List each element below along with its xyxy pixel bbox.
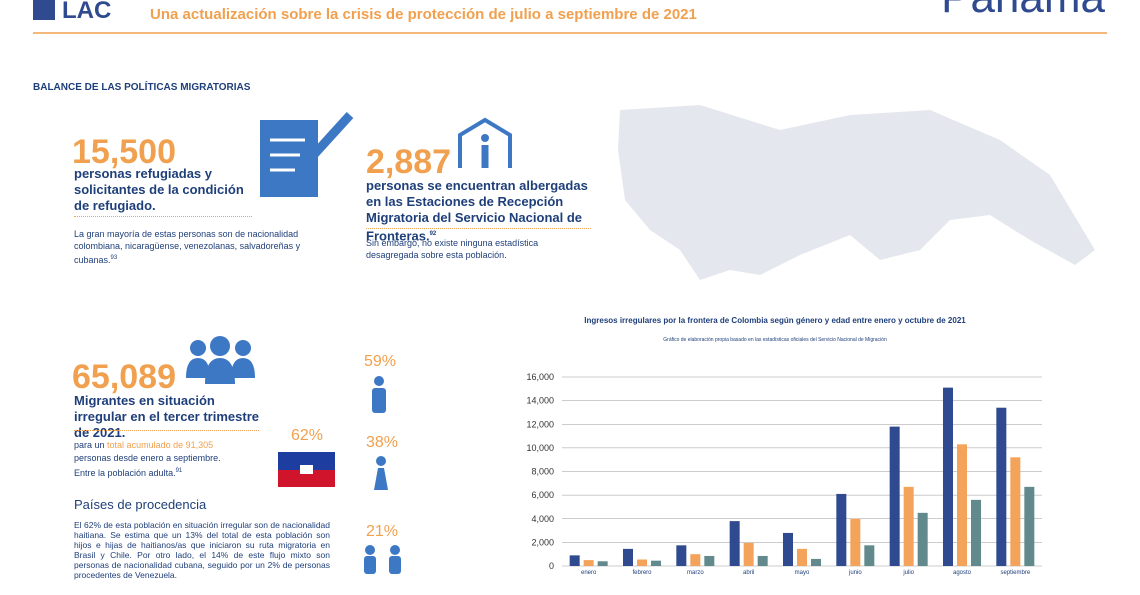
bar [1010, 457, 1021, 566]
footnote-ref: 93 [110, 255, 118, 261]
y-tick-label: 2,000 [531, 537, 554, 547]
origin-text: El 62% de esta población en situación ir… [74, 520, 330, 580]
shelter-text: personas se encuentran albergadas en las… [366, 178, 591, 244]
bar [864, 545, 875, 566]
bar [597, 561, 608, 566]
bar [971, 499, 981, 566]
haiti-share: 62% [291, 427, 324, 444]
x-tick-label: septiembre [1000, 570, 1030, 576]
divider [74, 430, 259, 431]
bar [569, 555, 580, 566]
bar [757, 555, 768, 566]
y-tick-label: 16,000 [526, 372, 554, 382]
women-share: 38% [366, 434, 399, 451]
x-tick-label: marzo [687, 570, 704, 576]
refugees-text: personas refugiadas y solicitantes de la… [74, 166, 244, 213]
bar [996, 407, 1007, 566]
bar [1024, 486, 1035, 566]
bar [811, 558, 821, 566]
divider [366, 228, 591, 229]
note-text: Entre la población adulta. [74, 468, 176, 478]
x-tick-label: agosto [953, 570, 972, 576]
note-text: personas desde enero a septiembre. [74, 453, 221, 463]
bar [690, 554, 701, 566]
migrants-note: para un total acumulado de 91,305 person… [74, 439, 244, 480]
x-tick-label: junio [848, 570, 862, 576]
y-tick-label: 10,000 [526, 443, 554, 453]
document-icon [260, 111, 354, 197]
house-icon [458, 117, 512, 168]
group-icon [186, 336, 255, 384]
chart-title: Ingresos irregulares por la frontera de … [584, 316, 966, 325]
haiti-flag [278, 452, 335, 487]
migrants-number: 65,089 [72, 358, 176, 396]
children-icon [364, 545, 401, 574]
y-tick-label: 14,000 [526, 396, 554, 406]
bar [957, 444, 967, 566]
bar [704, 555, 715, 566]
shelter-note: Sin embargo, no existe ninguna estadísti… [366, 238, 539, 260]
x-tick-label: mayo [795, 570, 810, 576]
bar [783, 532, 793, 566]
bar [850, 518, 861, 566]
map [618, 105, 1095, 280]
bar [676, 545, 687, 566]
footnote-ref: 92 [429, 231, 437, 237]
divider [74, 216, 252, 217]
y-tick-label: 4,000 [531, 514, 554, 524]
section-title: BALANCE DE LAS POLÍTICAS MIGRATORIAS [33, 82, 251, 93]
shelter-number: 2,887 [366, 143, 452, 181]
shelter-text-body: personas se encuentran albergadas en las… [366, 178, 588, 244]
children-share: 21% [366, 523, 399, 540]
bar [583, 560, 594, 566]
bar [943, 387, 953, 566]
bar [623, 548, 633, 566]
bar [729, 521, 740, 566]
refugees-number: 15,500 [72, 133, 176, 171]
x-tick-label: julio [902, 570, 914, 576]
migrants-text: Migrantes en situación irregular en el t… [74, 393, 259, 440]
bar [917, 512, 928, 566]
y-tick-label: 12,000 [526, 419, 554, 429]
man-icon [372, 376, 386, 413]
footnote-ref: 91 [175, 468, 183, 474]
bar [889, 426, 900, 566]
men-share: 59% [364, 353, 397, 370]
woman-icon [374, 456, 388, 490]
bar [797, 548, 807, 566]
bar [651, 560, 661, 566]
y-tick-label: 6,000 [531, 490, 554, 500]
x-tick-label: febrero [632, 570, 652, 576]
bar [743, 542, 754, 566]
country: Panama [941, 0, 1105, 22]
bar [903, 486, 914, 566]
x-tick-label: enero [581, 570, 597, 576]
note-highlight: total acumulado de 91,305 [107, 440, 214, 450]
logo: LAC [62, 0, 111, 24]
bar [637, 559, 647, 566]
x-tick-label: abril [743, 570, 754, 576]
origin-title: Países de procedencia [74, 497, 207, 512]
header-title: Una actualización sobre la crisis de pro… [150, 6, 697, 23]
note-text: La gran mayoría de estas personas son de… [74, 229, 301, 265]
refugees-note: La gran mayoría de estas personas son de… [74, 228, 329, 266]
y-tick-label: 8,000 [531, 467, 554, 477]
chart-subtitle: Gráfico de elaboración propia basado en … [663, 337, 887, 343]
note-text: para un [74, 440, 105, 450]
logo-mark [33, 0, 55, 20]
y-tick-label: 0 [549, 561, 554, 571]
bar [836, 493, 847, 566]
